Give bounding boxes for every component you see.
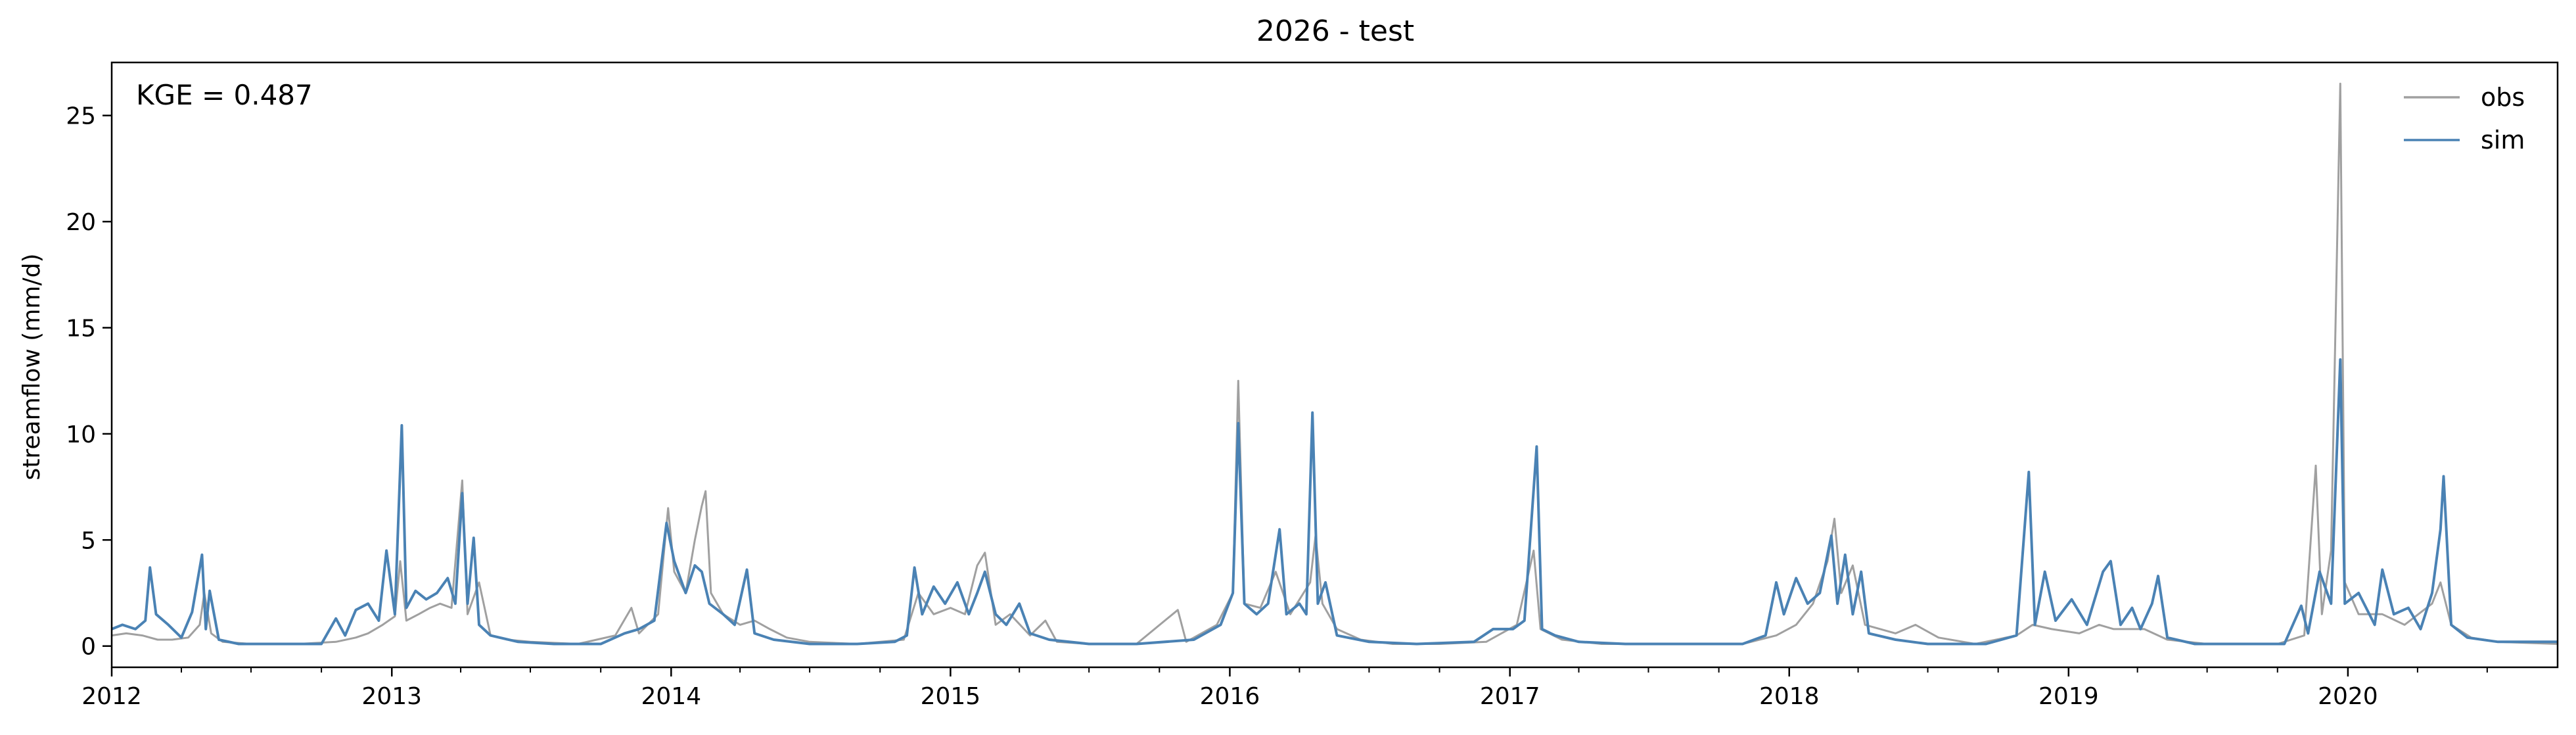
x-tick-label: 2018 — [1759, 683, 1820, 710]
x-tick-label: 2015 — [921, 683, 981, 710]
y-axis-label: streamflow (mm/d) — [18, 254, 45, 481]
y-tick-label: 10 — [66, 421, 96, 448]
plot-area — [111, 82, 2558, 646]
y-tick-label: 15 — [66, 316, 96, 343]
legend: obs sim — [2404, 83, 2525, 154]
y-tick-label: 0 — [81, 634, 96, 661]
x-tick-label: 2019 — [2038, 683, 2099, 710]
x-tick-label: 2012 — [81, 683, 142, 710]
legend-label-sim: sim — [2481, 126, 2525, 154]
plot-frame — [110, 61, 2559, 669]
x-tick-label: 2017 — [1480, 683, 1540, 710]
x-tick-label: 2020 — [2318, 683, 2378, 710]
x-tick-label: 2014 — [641, 683, 701, 710]
y-tick-label: 5 — [81, 527, 96, 554]
legend-label-obs: obs — [2481, 83, 2525, 112]
y-tick-label: 20 — [66, 209, 96, 236]
chart-title: 2026 - test — [1256, 14, 1414, 48]
axes: 0 5 10 15 20 25 2012 2013 2014 2015 2016 2017 2018 20… — [66, 103, 2488, 710]
series-line-sim — [111, 358, 2558, 646]
y-tick-label: 25 — [66, 103, 96, 130]
kge-annotation: KGE = 0.487 — [136, 79, 313, 111]
x-tick-label: 2016 — [1200, 683, 1260, 710]
x-tick-label: 2013 — [361, 683, 422, 710]
